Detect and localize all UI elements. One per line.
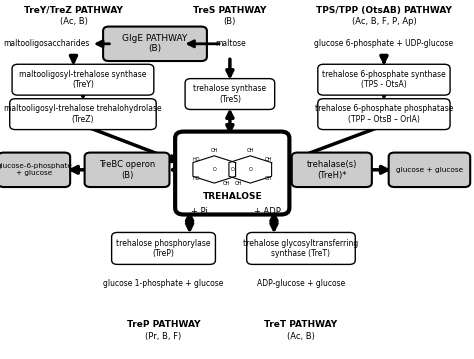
FancyBboxPatch shape: [0, 153, 70, 187]
Text: maltooligosaccharides: maltooligosaccharides: [3, 39, 89, 48]
Text: trehalose synthase
(TreS): trehalose synthase (TreS): [193, 84, 266, 104]
Text: glucose 1-phosphate + glucose: glucose 1-phosphate + glucose: [103, 279, 224, 288]
Text: + ADP: + ADP: [255, 207, 281, 216]
Text: (Ac, B): (Ac, B): [60, 17, 87, 27]
Text: TreBC operon
(B): TreBC operon (B): [99, 160, 155, 180]
Text: OH: OH: [264, 176, 272, 181]
Text: HO: HO: [192, 157, 200, 162]
FancyBboxPatch shape: [318, 99, 450, 130]
Text: OH: OH: [210, 148, 218, 153]
FancyBboxPatch shape: [318, 64, 450, 95]
Text: trehalose glycosyltransferring
synthase (TreT): trehalose glycosyltransferring synthase …: [243, 239, 359, 258]
Text: (B): (B): [224, 17, 236, 27]
FancyBboxPatch shape: [246, 233, 355, 264]
FancyBboxPatch shape: [9, 99, 156, 130]
Text: OH: OH: [235, 181, 242, 186]
FancyBboxPatch shape: [389, 153, 470, 187]
Text: + Pi: + Pi: [191, 207, 208, 216]
FancyBboxPatch shape: [111, 233, 215, 264]
Text: (Ac, B, F, P, Ap): (Ac, B, F, P, Ap): [352, 17, 416, 27]
FancyBboxPatch shape: [12, 64, 154, 95]
Text: TreT PATHWAY: TreT PATHWAY: [264, 320, 337, 329]
FancyBboxPatch shape: [103, 27, 207, 61]
Text: O: O: [248, 167, 252, 172]
Text: OH: OH: [222, 181, 230, 186]
Text: trehalose phosphorylase
(TreP): trehalose phosphorylase (TreP): [116, 239, 211, 258]
Text: HO: HO: [192, 176, 200, 181]
FancyBboxPatch shape: [292, 153, 372, 187]
Text: glucose 6-phosphate + UDP-glucose: glucose 6-phosphate + UDP-glucose: [314, 39, 454, 48]
Text: trehalose 6-phosphate synthase
(TPS - OtsA): trehalose 6-phosphate synthase (TPS - Ot…: [322, 70, 446, 89]
Text: TreP PATHWAY: TreP PATHWAY: [127, 320, 201, 329]
Text: O: O: [230, 167, 234, 172]
FancyBboxPatch shape: [84, 153, 169, 187]
Text: OH: OH: [264, 157, 272, 162]
Text: TreY/TreZ PATHWAY: TreY/TreZ PATHWAY: [24, 5, 123, 15]
FancyBboxPatch shape: [175, 132, 289, 214]
Text: O: O: [212, 167, 216, 172]
Text: TPS/TPP (OtsAB) PATHWAY: TPS/TPP (OtsAB) PATHWAY: [316, 5, 452, 15]
Text: (Pr, B, F): (Pr, B, F): [146, 332, 182, 341]
Text: TreS PATHWAY: TreS PATHWAY: [193, 5, 266, 15]
Text: trehalase(s)
(TreH)*: trehalase(s) (TreH)*: [307, 160, 357, 180]
Text: (Ac, B): (Ac, B): [287, 332, 315, 341]
Text: maltooligosyl-trehalose synthase
(TreY): maltooligosyl-trehalose synthase (TreY): [19, 70, 146, 89]
Text: maltooligosyl-trehalose trehalohydrolase
(TreZ): maltooligosyl-trehalose trehalohydrolase…: [4, 104, 162, 124]
Text: glucose + glucose: glucose + glucose: [396, 167, 463, 173]
Text: trehalose 6-phosphate phosphatase
(TPP – OtsB – OrlA): trehalose 6-phosphate phosphatase (TPP –…: [315, 104, 453, 124]
Text: TREHALOSE: TREHALOSE: [202, 192, 262, 201]
Text: OH: OH: [246, 148, 254, 153]
Text: glucose-6-phosphate
+ glucose: glucose-6-phosphate + glucose: [0, 163, 72, 176]
FancyBboxPatch shape: [185, 79, 274, 109]
Text: GlgE PATHWAY
(B): GlgE PATHWAY (B): [122, 34, 188, 53]
Text: ADP-glucose + glucose: ADP-glucose + glucose: [257, 279, 345, 288]
Text: maltose: maltose: [216, 39, 246, 48]
